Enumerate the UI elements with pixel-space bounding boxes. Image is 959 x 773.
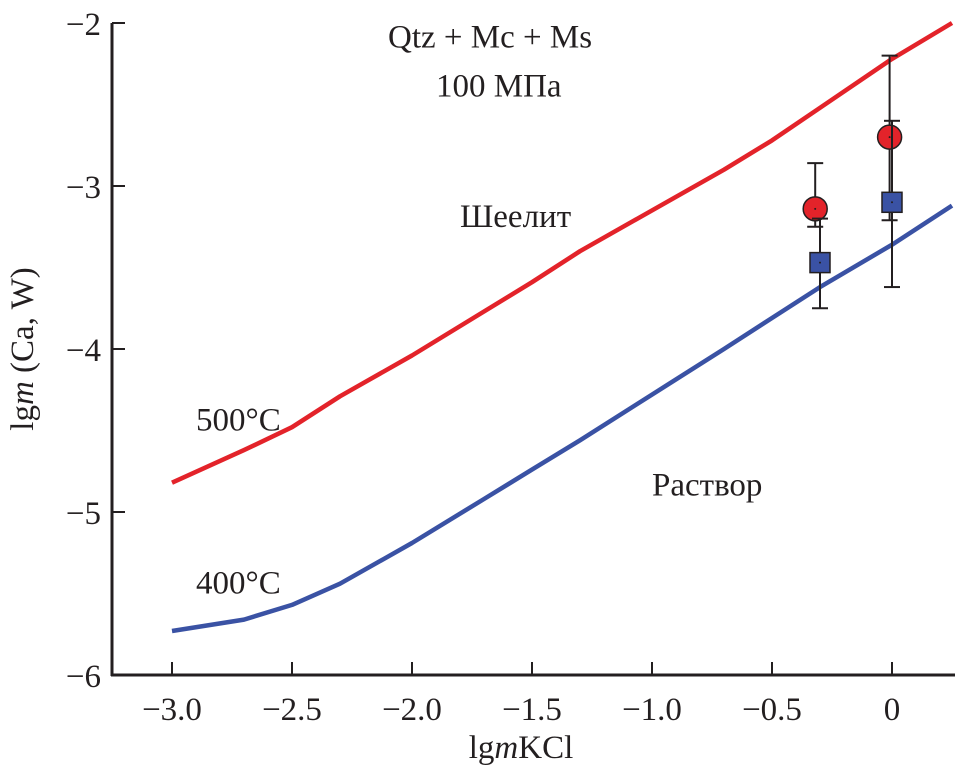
data-point-center <box>819 261 821 264</box>
y-ticks: −2 −3 −4 −5 −6 <box>66 7 125 695</box>
y-tick-label: −6 <box>66 659 101 695</box>
x-tick-label: −2.5 <box>262 692 322 728</box>
annotations: Qtz + Mc + Ms 100 МПа Шеелит Раствор 500°C 40… <box>196 19 762 601</box>
data-point-center <box>814 207 817 210</box>
annotation-label: 100 МПа <box>436 68 562 104</box>
x-tick-label: −0.5 <box>742 692 802 728</box>
y-tick-label: −5 <box>66 496 101 532</box>
x-ticks: −3.0 −2.5 −2.0 −1.5 −1.0 −0.5 0 <box>142 662 900 728</box>
x-tick-label: −1.0 <box>622 692 682 728</box>
annotation-label: Раствор <box>652 468 762 504</box>
y-tick-label: −2 <box>66 7 101 43</box>
x-axis-title: lgmKCl <box>469 730 574 766</box>
annotation-label: 400°C <box>196 566 281 602</box>
series-line-400c <box>171 203 954 634</box>
annotation-label: 500°C <box>196 403 281 439</box>
data-point-center <box>888 136 891 139</box>
y-axis-title: lgm (Ca, W) <box>5 267 41 430</box>
data-points <box>802 54 903 310</box>
data-point-center <box>891 201 893 204</box>
y-tick-label: −3 <box>66 170 101 206</box>
x-tick-label: 0 <box>884 692 901 728</box>
x-tick-label: −1.5 <box>502 692 562 728</box>
annotation-label: Qtz + Mc + Ms <box>388 19 592 55</box>
x-tick-label: −2.0 <box>382 692 442 728</box>
annotation-label: Шеелит <box>460 199 571 235</box>
y-tick-label: −4 <box>66 333 101 369</box>
series-line-500c <box>171 21 954 485</box>
series-lines <box>171 21 954 634</box>
x-tick-label: −3.0 <box>142 692 202 728</box>
